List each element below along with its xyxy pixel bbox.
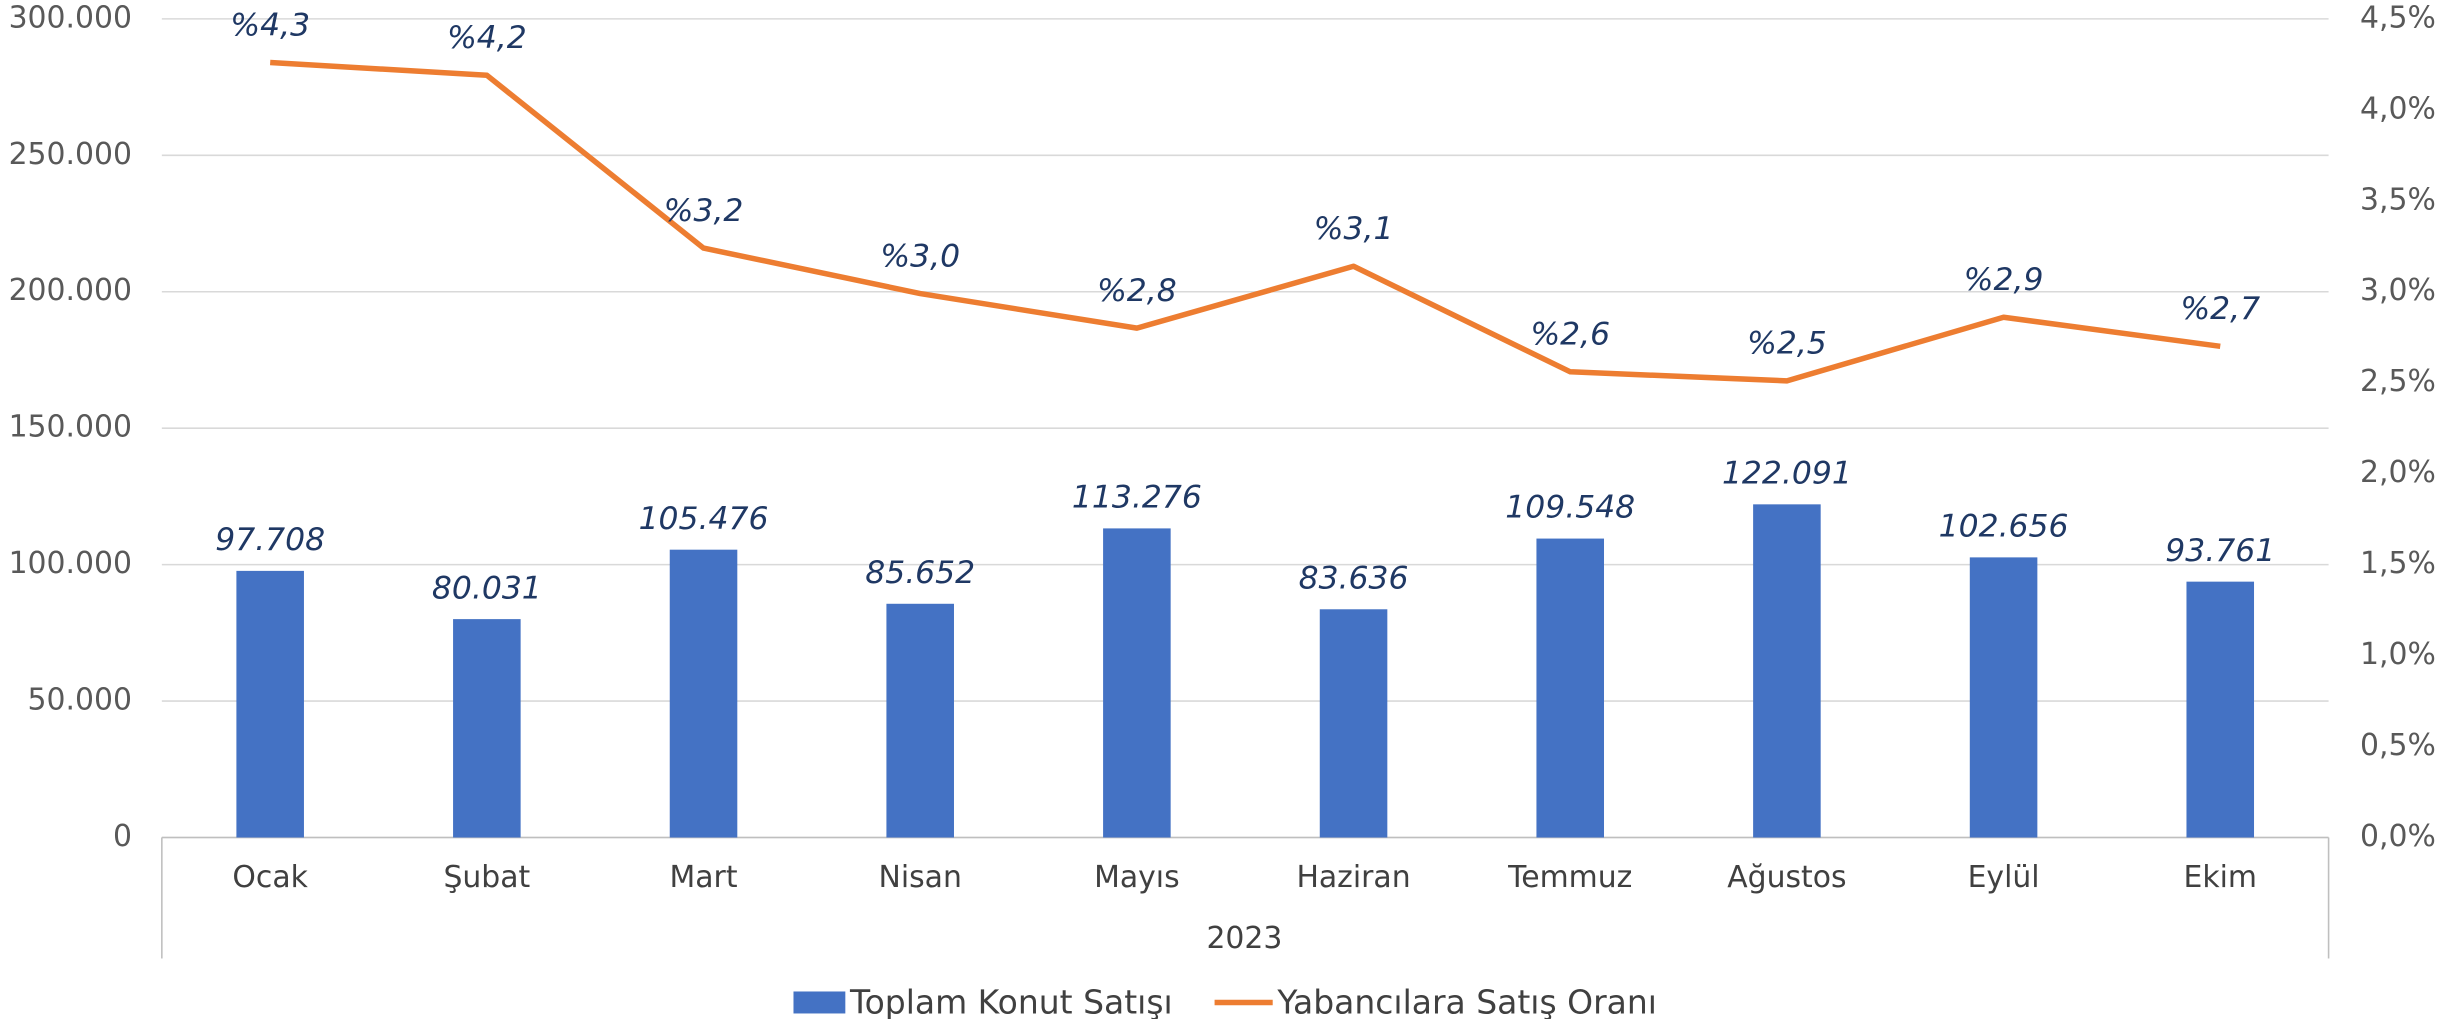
data-label: %2,6 xyxy=(1530,317,1610,353)
y2-tick-label: 4,5% xyxy=(2360,0,2436,35)
bar xyxy=(1753,504,1821,838)
data-label: 109.548 xyxy=(1505,490,1635,526)
bar xyxy=(1969,557,2038,838)
y2-tick-label: 1,0% xyxy=(2360,637,2436,672)
data-label: %3,0 xyxy=(880,238,960,274)
data-label: 105.476 xyxy=(639,501,769,537)
x-tick-label: Eylül xyxy=(1968,860,2040,895)
bar xyxy=(453,619,521,838)
legend-swatch xyxy=(793,991,846,1014)
y-tick-label: 50.000 xyxy=(28,683,132,718)
y-tick-label: 300.000 xyxy=(9,0,132,35)
data-label: %2,9 xyxy=(1964,262,2044,298)
x-tick-label: Ekim xyxy=(2183,860,2257,895)
y-tick-label: 150.000 xyxy=(9,410,132,445)
x-tick-label: Mayıs xyxy=(1094,860,1180,895)
bar xyxy=(2186,581,2255,838)
data-label: 93.761 xyxy=(2165,533,2275,569)
data-label: 83.636 xyxy=(1299,560,1409,596)
data-label: 85.652 xyxy=(865,555,975,591)
x-axis-label: 2023 xyxy=(1206,921,1282,956)
y-tick-label: 200.000 xyxy=(9,273,132,308)
x-tick-label: Mart xyxy=(670,860,738,895)
x-tick-label: Ağustos xyxy=(1727,860,1846,895)
y2-tick-label: 0,5% xyxy=(2360,728,2436,763)
y-tick-label: 250.000 xyxy=(9,137,132,172)
data-label: %2,5 xyxy=(1747,326,1827,362)
data-label: %3,1 xyxy=(1314,211,1394,247)
data-label: %4,2 xyxy=(447,20,527,56)
x-tick-label: Ocak xyxy=(232,860,308,895)
data-label: 97.708 xyxy=(215,522,325,558)
bar xyxy=(669,549,738,838)
y2-tick-label: 2,5% xyxy=(2360,364,2436,399)
bar xyxy=(1319,609,1388,838)
bar xyxy=(1536,538,1605,838)
x-tick-label: Temmuz xyxy=(1507,860,1632,895)
bar xyxy=(1103,528,1171,838)
data-label: 80.031 xyxy=(432,570,542,606)
x-tick-label: Şubat xyxy=(443,860,530,895)
data-label: %2,8 xyxy=(1097,273,1177,309)
y2-tick-label: 3,5% xyxy=(2360,182,2436,217)
y2-tick-label: 4,0% xyxy=(2360,91,2436,126)
data-label: 113.276 xyxy=(1072,480,1202,516)
line xyxy=(270,59,2221,384)
y-tick-label: 0 xyxy=(113,819,132,854)
bar xyxy=(236,570,304,838)
y2-tick-label: 2,0% xyxy=(2360,455,2436,490)
x-tick-label: Haziran xyxy=(1296,860,1410,895)
data-label: %4,3 xyxy=(230,7,310,43)
legend-label: Yabancılara Satış Oranı xyxy=(1276,983,1657,1019)
x-tick-label: Nisan xyxy=(879,860,962,895)
data-label: 122.091 xyxy=(1722,455,1852,491)
legend-label: Toplam Konut Satışı xyxy=(849,983,1173,1019)
data-label: 102.656 xyxy=(1939,509,2069,545)
data-label: %3,2 xyxy=(664,193,744,229)
y-tick-label: 100.000 xyxy=(9,546,132,581)
y2-tick-label: 1,5% xyxy=(2360,546,2436,581)
y2-tick-label: 0,0% xyxy=(2360,819,2436,854)
bar xyxy=(886,603,954,838)
data-label: %2,7 xyxy=(2180,291,2260,327)
y2-tick-label: 3,0% xyxy=(2360,273,2436,308)
